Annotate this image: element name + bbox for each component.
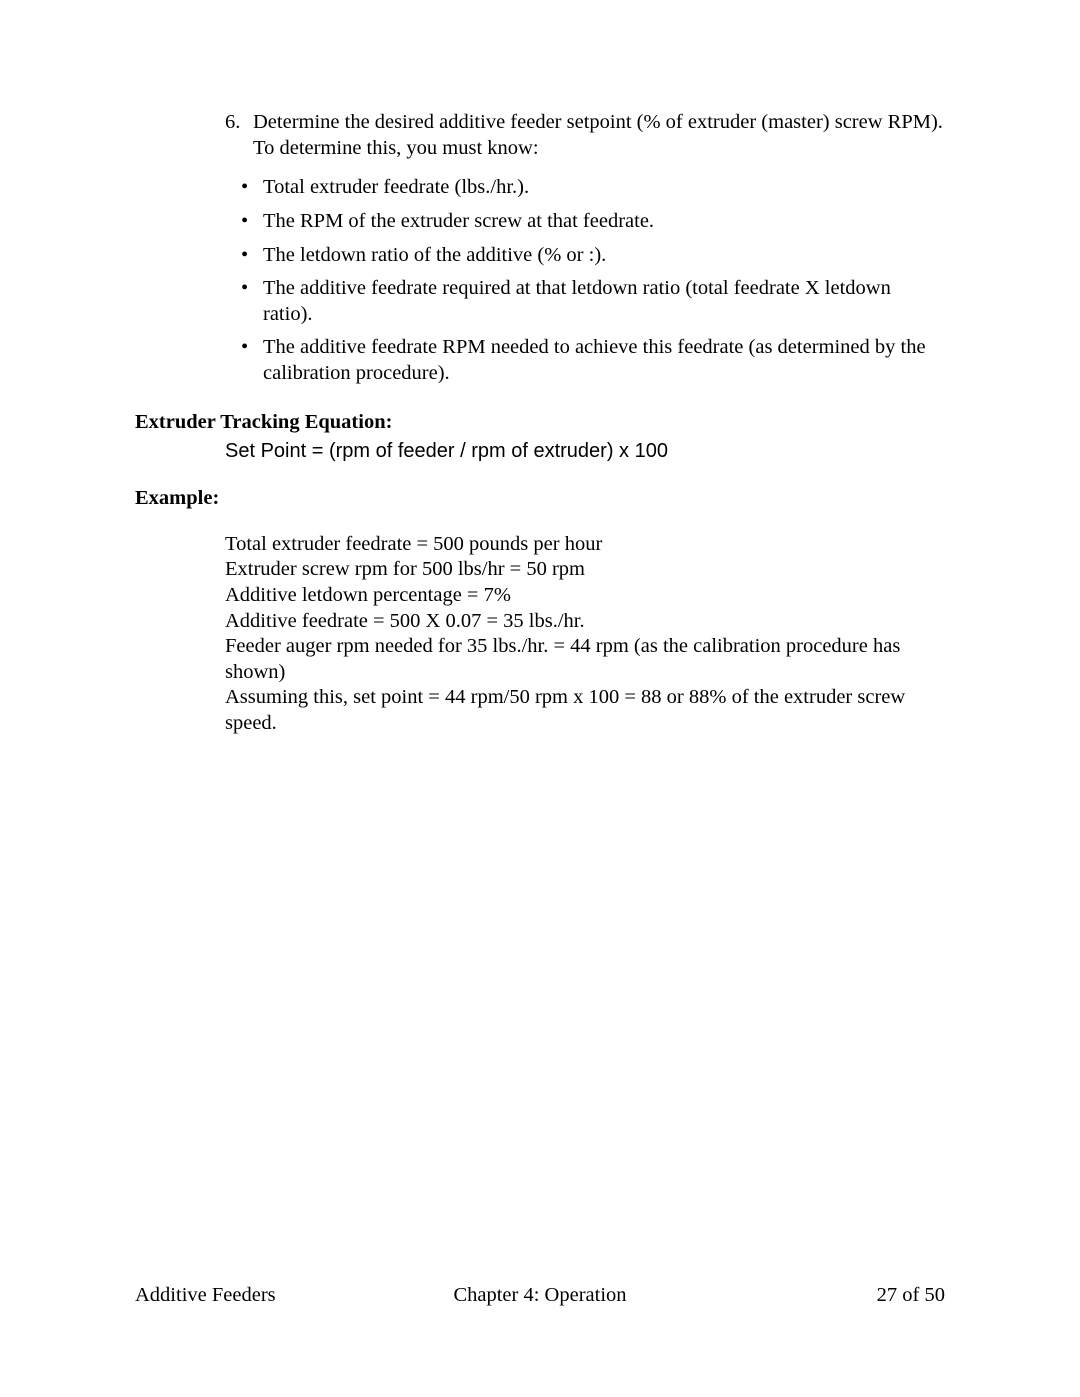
bullet-icon: • [241,175,263,201]
step-text: Determine the desired additive feeder se… [253,110,945,161]
example-line: Extruder screw rpm for 500 lbs/hr = 50 r… [225,557,945,583]
example-line: Total extruder feedrate = 500 pounds per… [225,532,945,558]
bullet-text: The additive feedrate required at that l… [263,276,945,327]
footer-right: 27 of 50 [675,1284,945,1307]
example-line: Additive letdown percentage = 7% [225,583,945,609]
example-line: Assuming this, set point = 44 rpm/50 rpm… [225,685,945,736]
footer-left: Additive Feeders [135,1284,405,1307]
list-item: • The RPM of the extruder screw at that … [241,209,945,235]
example-block: Total extruder feedrate = 500 pounds per… [225,532,945,737]
numbered-step: 6. Determine the desired additive feeder… [225,110,945,161]
bullet-text: The RPM of the extruder screw at that fe… [263,209,945,235]
bullet-icon: • [241,335,263,386]
document-page: 6. Determine the desired additive feeder… [0,0,1080,1397]
tracking-equation-heading: Extruder Tracking Equation: [135,411,945,434]
bullet-text: The letdown ratio of the additive (% or … [263,243,945,269]
bullet-icon: • [241,209,263,235]
footer-center: Chapter 4: Operation [405,1284,675,1307]
example-heading: Example: [135,487,945,510]
bullet-text: Total extruder feedrate (lbs./hr.). [263,175,945,201]
list-item: • Total extruder feedrate (lbs./hr.). [241,175,945,201]
list-item: • The additive feedrate RPM needed to ac… [241,335,945,386]
example-line: Feeder auger rpm needed for 35 lbs./hr. … [225,634,945,685]
example-line: Additive feedrate = 500 X 0.07 = 35 lbs.… [225,609,945,635]
bullet-text: The additive feedrate RPM needed to achi… [263,335,945,386]
bullet-icon: • [241,276,263,327]
list-item: • The additive feedrate required at that… [241,276,945,327]
bullet-icon: • [241,243,263,269]
list-item: • The letdown ratio of the additive (% o… [241,243,945,269]
step-number: 6. [225,110,253,161]
bullet-list: • Total extruder feedrate (lbs./hr.). • … [241,175,945,386]
page-footer: Additive Feeders Chapter 4: Operation 27… [135,1284,945,1307]
equation-text: Set Point = (rpm of feeder / rpm of extr… [225,440,945,463]
